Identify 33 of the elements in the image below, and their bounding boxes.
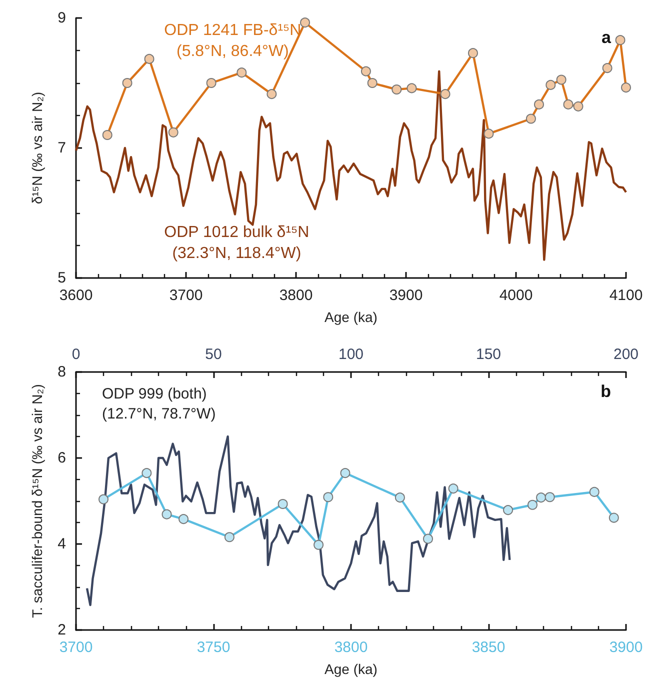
x2-tick-label: 100 (338, 346, 364, 363)
x-axis-title: Age (ka) (324, 661, 378, 677)
x2-tick-label: 50 (205, 346, 222, 363)
x-tick-label: 3900 (389, 287, 423, 304)
y-tick-label: 8 (58, 364, 66, 380)
y-tick-label: 6 (58, 450, 66, 466)
series-label: ODP 1241 FB-δ¹⁵N (5.8°N, 86.4°W) (164, 22, 302, 60)
y-tick-label: 9 (58, 10, 66, 26)
y-tick-label: 2 (58, 622, 66, 638)
x-tick-label: 3850 (472, 639, 506, 656)
y-axis-title: T. sacculifer-bound δ¹⁵N (‰ vs air N₂) (29, 384, 45, 618)
series-label: ODP 1012 bulk δ¹⁵N (32.3°N, 118.4°W) (164, 224, 310, 262)
x-tick-label: 3750 (196, 639, 230, 656)
x-axis-title: Age (ka) (324, 309, 378, 325)
y-axis-title: δ¹⁵N (‰ vs air N₂) (29, 92, 45, 204)
text: b (600, 382, 612, 401)
x-tick-label: 4100 (609, 287, 643, 304)
x2-tick-label: 200 (613, 346, 639, 363)
text: a (602, 28, 612, 47)
line-series (74, 70, 628, 261)
y-tick-label: 4 (58, 536, 66, 552)
y-tick-label: 5 (58, 270, 66, 286)
annotation: ODP 999 (both) (12.7°N, 78.7°W) (102, 386, 216, 422)
x2-tick-label: 150 (476, 346, 502, 363)
x-tick-label: 3700 (169, 287, 203, 304)
x-tick-label: 3900 (609, 639, 643, 656)
x-tick-label: 4000 (499, 287, 533, 304)
x-tick-label: 3700 (59, 639, 93, 656)
x2-tick-label: 0 (72, 346, 80, 363)
y-tick-label: 7 (58, 140, 66, 156)
x-tick-label: 3600 (59, 287, 93, 304)
x-tick-label: 3800 (279, 287, 313, 304)
x-tick-label: 3800 (334, 639, 368, 656)
